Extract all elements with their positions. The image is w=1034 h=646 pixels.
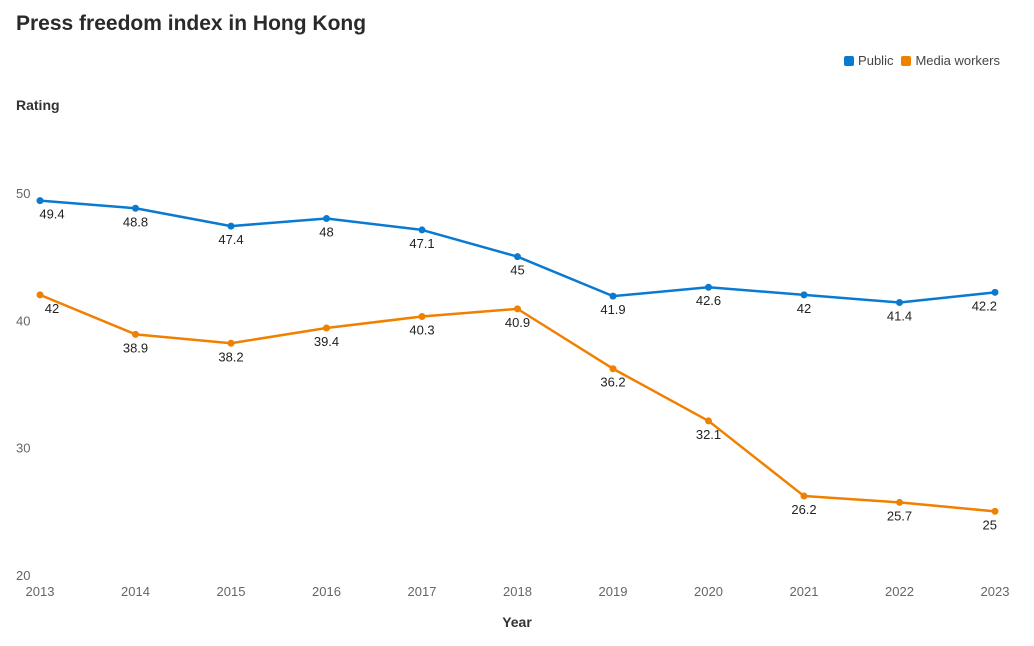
data-label-public: 48 bbox=[319, 224, 333, 239]
x-tick-label: 2021 bbox=[790, 584, 819, 599]
data-label-media-workers: 32.1 bbox=[696, 427, 721, 442]
data-label-media-workers: 39.4 bbox=[314, 334, 339, 349]
data-label-public: 48.8 bbox=[123, 214, 148, 229]
data-label-public: 41.4 bbox=[887, 309, 912, 324]
data-point-media-workers bbox=[800, 492, 808, 500]
data-point-public bbox=[227, 222, 235, 230]
data-point-media-workers bbox=[514, 305, 521, 313]
data-label-public: 42.2 bbox=[972, 298, 997, 313]
data-label-public: 41.9 bbox=[600, 302, 625, 317]
x-tick-label: 2017 bbox=[408, 584, 437, 599]
x-tick-label: 2023 bbox=[981, 584, 1010, 599]
data-label-media-workers: 40.3 bbox=[409, 323, 434, 338]
data-label-public: 42 bbox=[797, 301, 811, 316]
data-point-media-workers bbox=[323, 324, 330, 332]
data-label-media-workers: 25 bbox=[983, 517, 997, 532]
data-point-public bbox=[800, 291, 808, 299]
data-label-media-workers: 26.2 bbox=[791, 502, 816, 517]
legend: Public Media workers bbox=[844, 53, 1000, 68]
x-tick-label: 2020 bbox=[694, 584, 723, 599]
data-point-media-workers bbox=[705, 417, 712, 425]
data-label-public: 47.4 bbox=[218, 232, 243, 247]
data-point-public bbox=[609, 292, 617, 300]
y-axis-title: Rating bbox=[16, 97, 60, 113]
data-label-media-workers: 42 bbox=[45, 301, 59, 316]
data-point-media-workers bbox=[227, 339, 235, 347]
x-tick-label: 2015 bbox=[217, 584, 246, 599]
legend-swatch-media-workers bbox=[901, 55, 912, 66]
chart-title: Press freedom index in Hong Kong bbox=[16, 12, 367, 35]
data-point-public bbox=[991, 288, 999, 296]
x-tick-label: 2016 bbox=[312, 584, 341, 599]
x-tick-label: 2013 bbox=[26, 584, 55, 599]
series-line-public bbox=[38, 199, 997, 304]
data-label-media-workers: 38.2 bbox=[218, 349, 243, 364]
x-axis-title: Year bbox=[502, 614, 532, 630]
legend-label-public: Public bbox=[858, 53, 894, 68]
data-label-media-workers: 40.9 bbox=[505, 315, 530, 330]
legend-label-media-workers: Media workers bbox=[915, 53, 1000, 68]
legend-item-public[interactable]: Public bbox=[844, 53, 893, 68]
data-point-media-workers bbox=[991, 507, 999, 515]
data-point-public bbox=[705, 283, 712, 291]
data-point-media-workers bbox=[132, 330, 139, 338]
data-point-public bbox=[132, 204, 139, 212]
y-tick-label: 50 bbox=[16, 186, 30, 201]
data-label-media-workers: 36.2 bbox=[600, 375, 625, 390]
legend-swatch-public bbox=[844, 55, 855, 66]
data-point-media-workers bbox=[36, 291, 44, 299]
data-point-public bbox=[514, 253, 521, 261]
data-point-public bbox=[418, 226, 426, 234]
legend-item-media-workers[interactable]: Media workers bbox=[901, 53, 1000, 68]
data-point-public bbox=[896, 299, 903, 307]
data-point-media-workers bbox=[896, 498, 903, 506]
data-label-media-workers: 25.7 bbox=[887, 508, 912, 523]
data-label-public: 45 bbox=[510, 263, 524, 278]
y-tick-label: 40 bbox=[16, 313, 30, 328]
data-point-public bbox=[323, 214, 330, 222]
x-tick-label: 2019 bbox=[599, 584, 628, 599]
data-label-media-workers: 38.9 bbox=[123, 340, 148, 355]
data-point-public bbox=[36, 197, 44, 205]
data-label-public: 47.1 bbox=[409, 236, 434, 251]
data-point-media-workers bbox=[609, 365, 617, 373]
x-tick-label: 2018 bbox=[503, 584, 532, 599]
data-label-public: 42.6 bbox=[696, 293, 721, 308]
x-tick-label: 2014 bbox=[121, 584, 150, 599]
y-tick-label: 20 bbox=[16, 568, 30, 583]
y-tick-label: 30 bbox=[16, 441, 30, 456]
x-tick-label: 2022 bbox=[885, 584, 914, 599]
data-label-public: 49.4 bbox=[39, 207, 64, 222]
data-point-media-workers bbox=[418, 313, 426, 321]
